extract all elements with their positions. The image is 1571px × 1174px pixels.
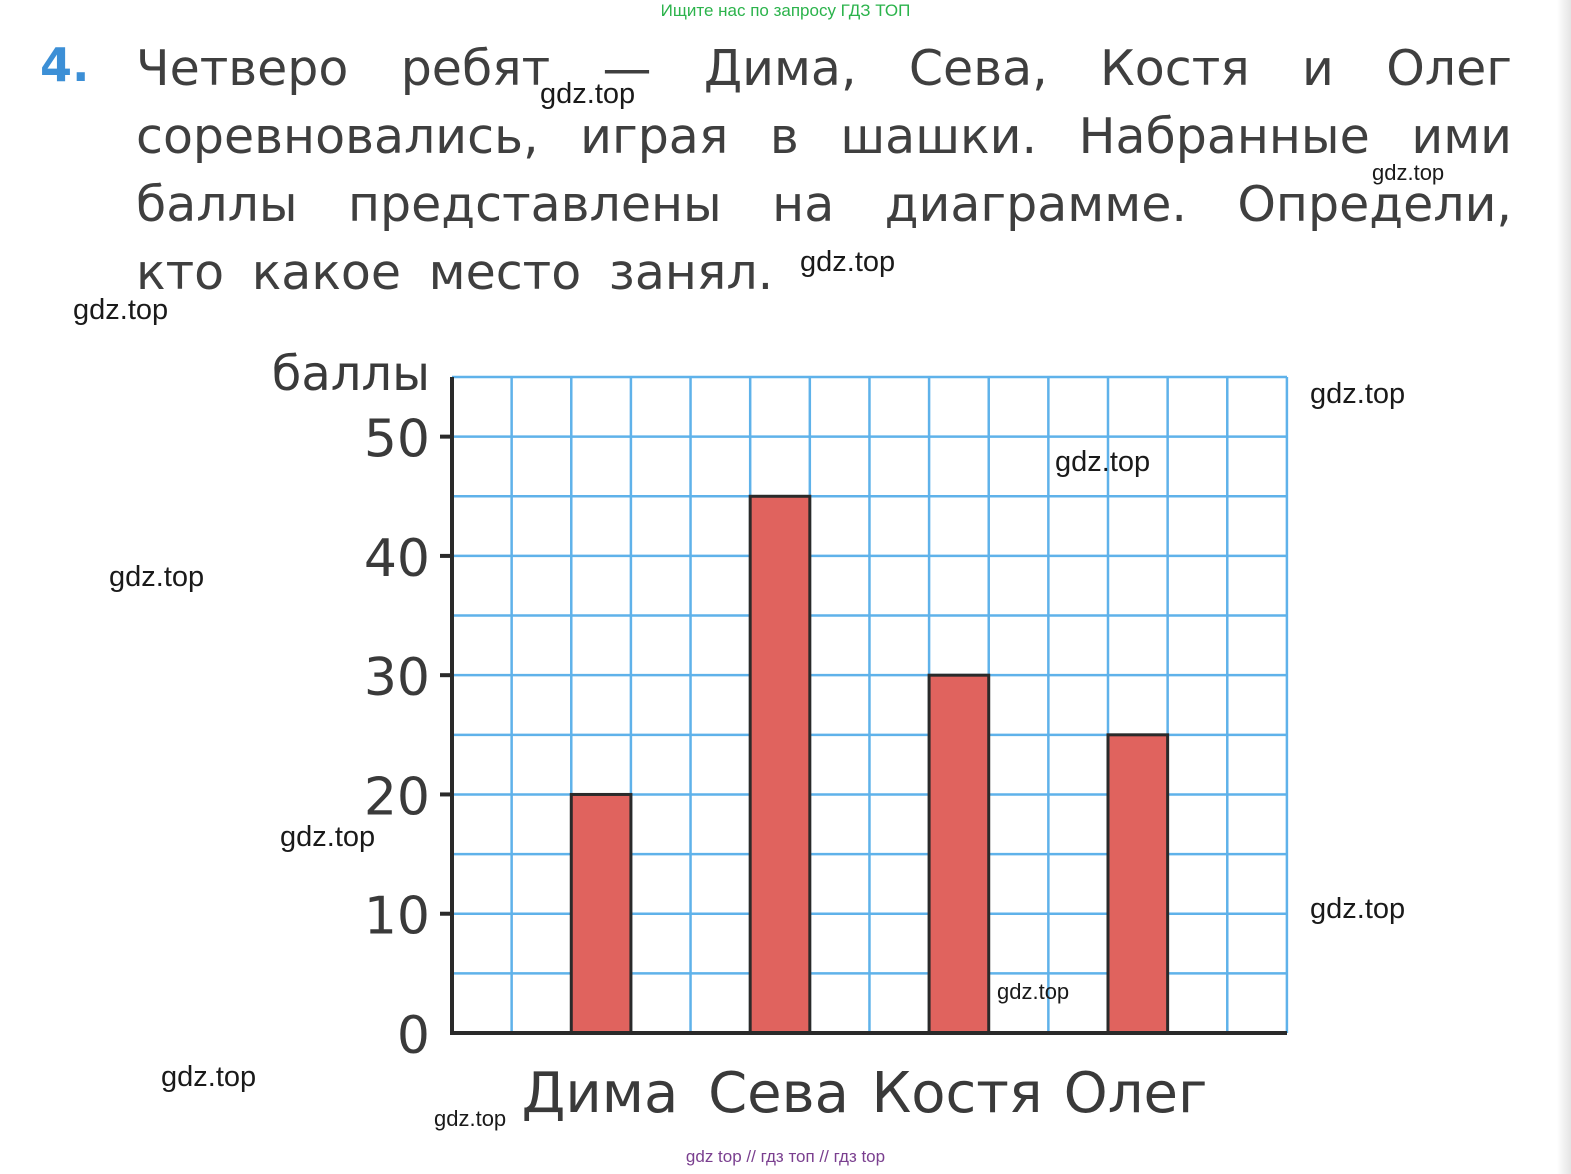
task-text-line-1: Четверо ребят — Дима, Сева, Костя и Олег xyxy=(136,40,1512,97)
chart-axes xyxy=(450,377,1287,1035)
y-tick-label: 0 xyxy=(397,1006,430,1066)
category-label: Олег xyxy=(1064,1061,1208,1126)
chart-bars xyxy=(569,494,1170,1035)
y-tick-label: 30 xyxy=(364,648,430,708)
watermark: gdz.top xyxy=(434,1106,507,1131)
task-text-line-2: соревновались, играя в шашки. Набранные … xyxy=(136,108,1512,165)
y-tick-label: 40 xyxy=(364,529,430,589)
watermark: gdz.top xyxy=(161,1061,257,1093)
watermark: gdz.top xyxy=(1372,160,1445,185)
y-axis-label: баллы xyxy=(272,346,430,402)
task-text-line-4: кто какое место занял. xyxy=(136,244,774,301)
watermark: gdz.top xyxy=(800,246,896,278)
watermark: gdz.top xyxy=(1055,446,1151,478)
watermark: gdz.top xyxy=(540,78,636,110)
category-label: Костя xyxy=(871,1061,1042,1126)
bar-сева xyxy=(748,494,812,1035)
task-number: 4. xyxy=(40,38,90,92)
task-text-line-3: баллы представлены на диаграмме. Определ… xyxy=(136,176,1512,233)
watermark: gdz.top xyxy=(997,979,1070,1004)
y-tick-label: 50 xyxy=(364,410,430,470)
watermark: gdz.top xyxy=(1310,378,1406,410)
y-tick-label: 20 xyxy=(364,767,430,827)
watermark: gdz.top xyxy=(73,294,169,326)
watermark: gdz.top xyxy=(109,561,205,593)
category-label: Дима xyxy=(522,1061,679,1126)
category-label: Сева xyxy=(708,1061,849,1126)
watermark: gdz.top xyxy=(280,821,376,853)
y-tick-label: 10 xyxy=(364,887,430,947)
bar-костя xyxy=(927,673,991,1035)
chart-category-labels: Дима Сева Костя Олег xyxy=(522,1061,1208,1126)
watermark: gdz.top xyxy=(1310,893,1406,925)
page-edge-shadow xyxy=(1557,0,1571,1174)
top-banner: Ищите нас по запросу ГДЗ ТОП xyxy=(660,1,911,20)
chart-tick-labels: 0 10 20 30 40 50 xyxy=(364,410,452,1066)
bar-дима xyxy=(569,792,633,1035)
bar-олег xyxy=(1106,733,1170,1035)
footer-links: gdz top // гдз топ // гдз top xyxy=(685,1147,886,1166)
